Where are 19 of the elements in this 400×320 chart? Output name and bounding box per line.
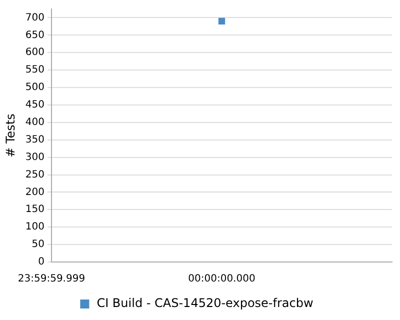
y-tick-label: 650 xyxy=(25,30,44,41)
x-tick-label: 23:59:59.999 xyxy=(18,274,86,285)
x-tick-label: 00:00:00.000 xyxy=(188,274,256,285)
y-tick-label: 350 xyxy=(25,134,44,146)
y-tick-label: 600 xyxy=(25,47,44,58)
y-tick-label: 300 xyxy=(25,152,44,163)
y-tick-label: 200 xyxy=(25,186,44,198)
y-tick-label: 250 xyxy=(25,169,44,180)
y-axis-title: # Tests xyxy=(3,114,18,158)
y-tick-label: 500 xyxy=(25,82,44,94)
y-tick-label: 0 xyxy=(38,256,44,268)
y-tick-label: 100 xyxy=(25,222,44,233)
y-tick-label: 50 xyxy=(32,239,44,250)
y-tick-label: 700 xyxy=(25,12,44,24)
y-tick-label: 400 xyxy=(25,117,44,128)
y-tick-label: 550 xyxy=(25,64,44,76)
legend-label: CI Build - CAS-14520-expose-fracbw xyxy=(96,296,314,310)
y-tick-label: 150 xyxy=(25,204,44,216)
y-tick-label: 450 xyxy=(25,100,44,111)
